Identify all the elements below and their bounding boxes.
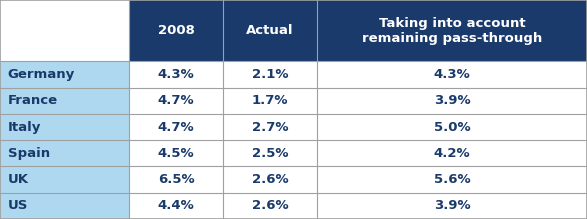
Bar [317,61,587,88]
Text: UK: UK [8,173,29,186]
Bar [0,193,129,219]
Bar [317,114,587,140]
Text: 4.7%: 4.7% [158,120,194,134]
Bar [129,193,223,219]
Text: 3.9%: 3.9% [434,199,470,212]
Text: 2008: 2008 [158,24,194,37]
Text: 4.3%: 4.3% [158,68,194,81]
Bar [317,88,587,114]
Bar [0,114,129,140]
Text: 5.6%: 5.6% [434,173,470,186]
Text: Taking into account
remaining pass-through: Taking into account remaining pass-throu… [362,17,542,45]
Bar [0,0,129,61]
Text: 4.2%: 4.2% [434,147,470,160]
Bar [0,166,129,193]
Bar [223,61,317,88]
Bar [129,140,223,166]
Bar [317,140,587,166]
Text: 4.3%: 4.3% [434,68,470,81]
Text: 5.0%: 5.0% [434,120,470,134]
Text: 2.7%: 2.7% [252,120,288,134]
Bar [0,61,129,88]
Text: 4.5%: 4.5% [158,147,194,160]
Bar [223,166,317,193]
Bar [129,0,223,61]
Bar [317,166,587,193]
Bar [223,88,317,114]
Bar [223,193,317,219]
Bar [317,0,587,61]
Bar [129,61,223,88]
Text: Actual: Actual [247,24,294,37]
Bar [223,140,317,166]
Bar [317,193,587,219]
Text: 4.4%: 4.4% [158,199,194,212]
Text: Germany: Germany [8,68,75,81]
Text: 2.5%: 2.5% [252,147,288,160]
Text: 6.5%: 6.5% [158,173,194,186]
Bar [129,114,223,140]
Text: 1.7%: 1.7% [252,94,288,107]
Bar [129,166,223,193]
Bar [223,114,317,140]
Bar [0,140,129,166]
Text: Italy: Italy [8,120,41,134]
Text: 2.6%: 2.6% [252,173,288,186]
Text: 4.7%: 4.7% [158,94,194,107]
Text: 3.9%: 3.9% [434,94,470,107]
Text: France: France [8,94,58,107]
Text: US: US [8,199,28,212]
Bar [0,88,129,114]
Bar [129,88,223,114]
Text: 2.6%: 2.6% [252,199,288,212]
Text: 2.1%: 2.1% [252,68,288,81]
Bar [223,0,317,61]
Text: Spain: Spain [8,147,50,160]
